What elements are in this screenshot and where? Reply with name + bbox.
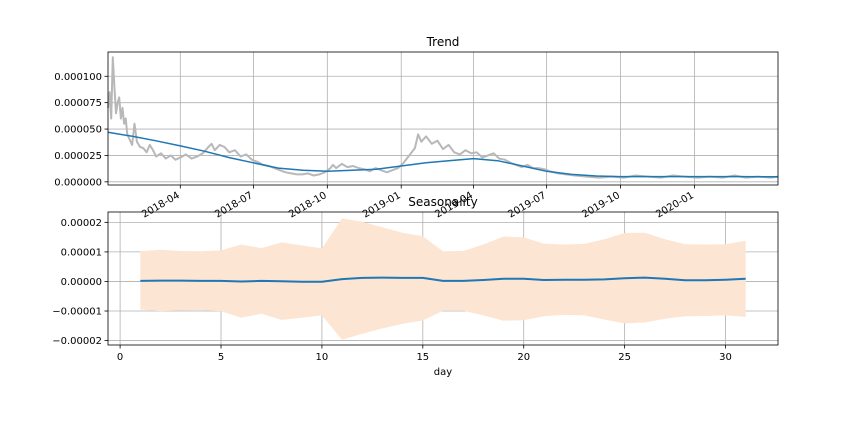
seasonality-uncertainty-band	[140, 218, 746, 340]
trend-axes-frame	[107, 51, 779, 186]
trend-fitted-line	[107, 131, 779, 178]
trend-y-tick-label: 0.000075	[54, 98, 102, 109]
season-x-tick-label: 25	[618, 352, 631, 363]
seasonality-mean-line	[140, 276, 746, 283]
season-x-tick-label: 30	[719, 352, 732, 363]
seasonality-chart: 0 5 10 15 20 25 30 −0.00002 −0.00001 0.00000 0.000…	[52, 195, 779, 378]
season-x-tick-label: 20	[517, 352, 530, 363]
trend-title: Trend	[426, 35, 460, 49]
trend-y-tick-label: 0.000000	[54, 177, 102, 188]
trend-grid	[108, 52, 778, 185]
season-x-tick-label: 15	[416, 352, 429, 363]
season-y-tick-label: −0.00001	[52, 307, 102, 318]
trend-y-tick-label: 0.000050	[54, 125, 102, 136]
season-y-tick-label: 0.00002	[61, 218, 102, 229]
trend-y-tick-label: 0.000100	[54, 72, 102, 83]
season-x-tick-label: 10	[316, 352, 329, 363]
seasonality-axes-frame	[107, 211, 779, 346]
trend-series	[107, 56, 779, 179]
season-y-tick-label: 0.00000	[61, 277, 102, 288]
season-ticks: 0 5 10 15 20 25 30 −0.00002 −0.00001 0.00000 0.000…	[52, 218, 732, 363]
season-y-tick-label: 0.00001	[61, 247, 102, 258]
season-x-tick-label: 5	[218, 352, 224, 363]
season-y-tick-label: −0.00002	[52, 336, 102, 347]
season-series	[140, 218, 746, 340]
trend-y-tick-label: 0.000025	[54, 151, 102, 162]
season-x-tick-label: 0	[117, 352, 123, 363]
seasonality-xlabel: day	[434, 367, 452, 378]
seasonality-title: Seasonality	[408, 195, 477, 209]
